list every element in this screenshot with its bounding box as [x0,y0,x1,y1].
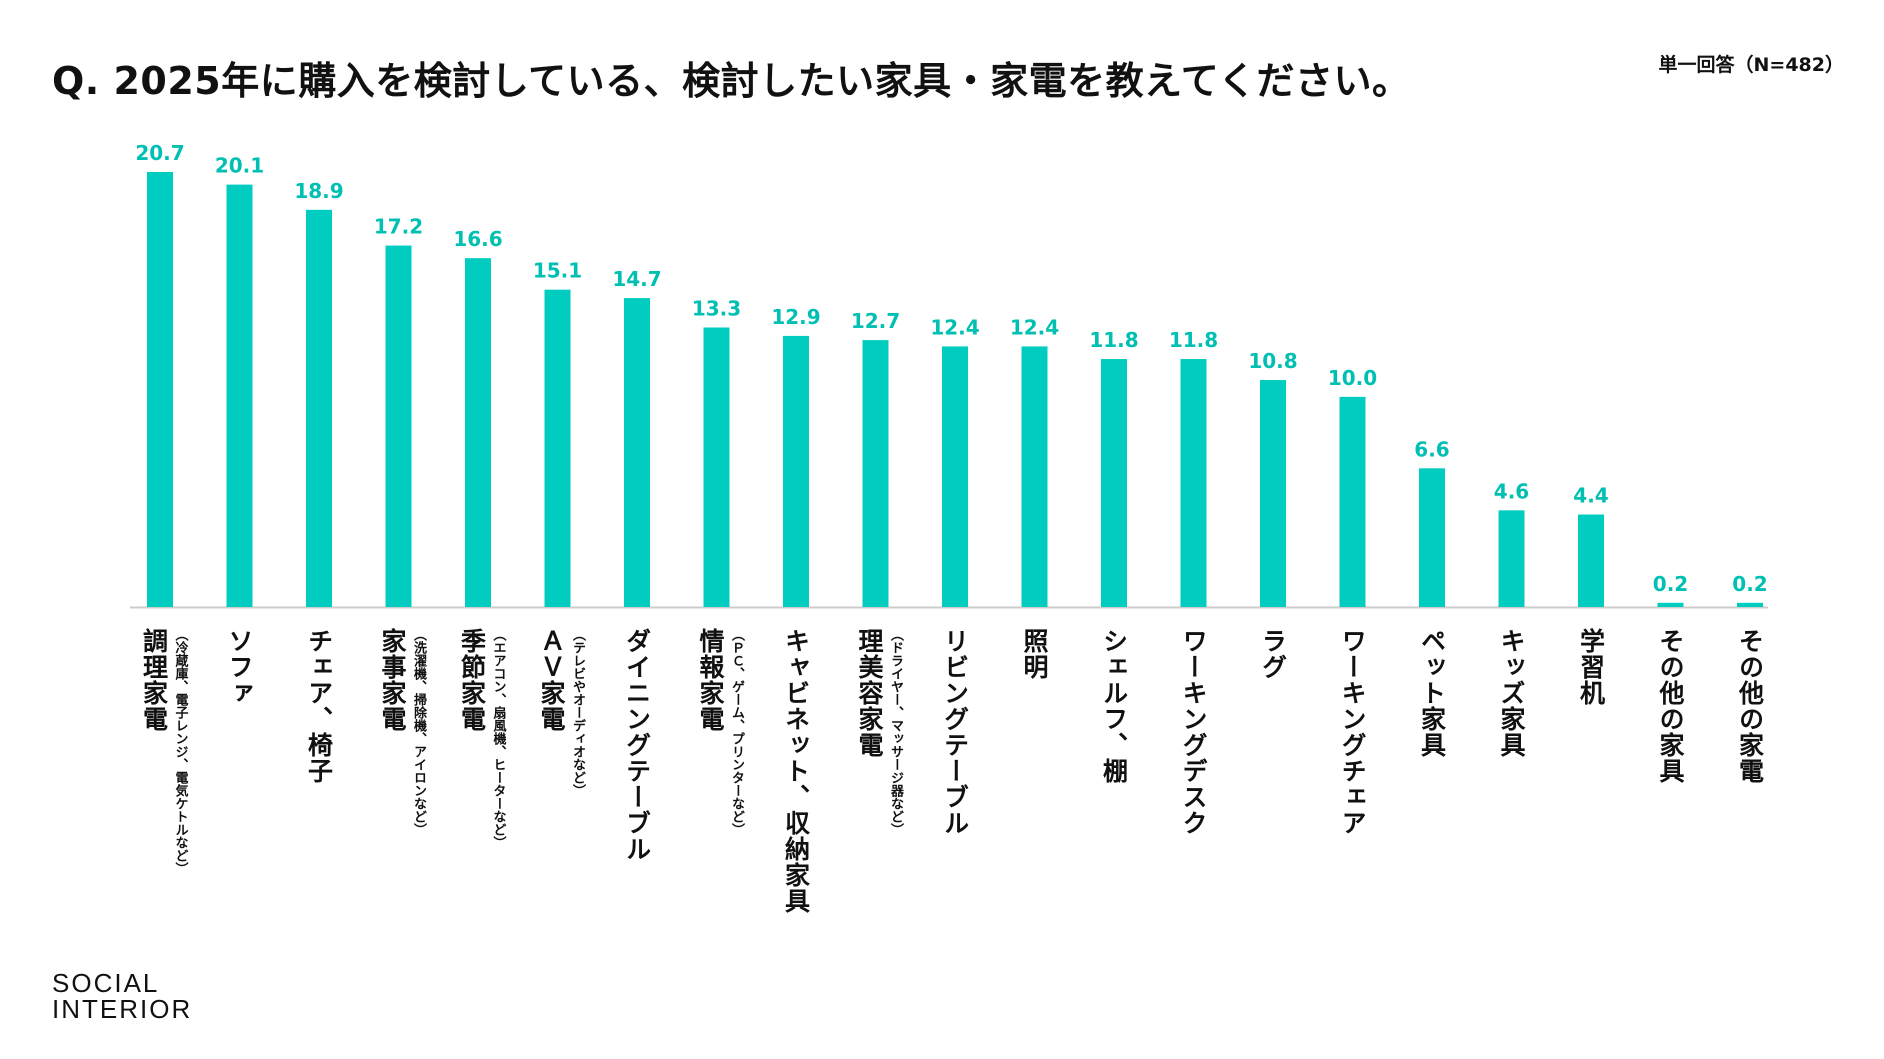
category-label: リビングテーブル [941,628,970,836]
bar [1737,602,1763,607]
logo-line-2: INTERIOR [52,994,193,1024]
category-sublabel: （ドライヤー、マッサージ器など） [888,628,905,836]
bar [1339,396,1366,607]
bar [624,298,650,607]
category-label: ソファ [225,628,254,706]
bar [306,209,332,607]
bar [703,327,730,607]
bar [226,184,253,607]
category-label: チェア、椅子 [305,628,334,784]
value-label: 4.4 [1573,484,1608,508]
social-interior-logo: SOCIAL INTERIOR [52,970,192,1022]
category-label: ダイニングテーブル [623,628,652,862]
value-label: 20.1 [215,154,264,178]
bar [1260,380,1286,607]
value-label: 18.9 [294,179,343,203]
bar [1578,514,1604,607]
value-label: 6.6 [1414,437,1449,461]
category-label: 照明 [1020,628,1049,680]
category-label: その他の家電 [1736,628,1766,784]
value-label: 12.4 [1010,315,1059,339]
category-label: 季節家電 [458,628,487,732]
value-label: 12.9 [771,305,820,329]
category-label: シェルフ、棚 [1100,628,1129,784]
category-label: 学習机 [1577,627,1606,706]
logo-line-1: SOCIAL [52,968,160,998]
value-label: 11.8 [1089,328,1138,352]
value-label: 12.7 [851,309,900,333]
category-label: 調理家電 [140,627,169,732]
category-sublabel: （ＰＣ、ゲーム、プリンターなど） [729,628,746,836]
bar [1657,602,1684,607]
bar [783,335,809,607]
value-label: 11.8 [1169,328,1218,352]
value-label: 17.2 [374,215,423,239]
category-label: ラグ [1259,628,1288,680]
category-label: キャビネット、収納家具 [782,628,811,914]
bar [465,258,491,607]
category-label: ＡＶ家電 [537,628,566,732]
category-label: 情報家電 [696,628,725,732]
sample-note: 単一回答（N=482） [1658,54,1844,76]
bar [147,172,173,607]
category-sublabel: （テレビやオーディオなど） [570,628,587,797]
category-sublabel: （洗濯機、掃除機、アイロンなど） [411,628,428,836]
value-label: 0.2 [1653,572,1688,596]
category-label: その他の家具 [1656,628,1686,784]
chart-title: Q. 2025年に購入を検討している、検討したい家具・家電を教えてください。 [52,59,1411,103]
value-label: 20.7 [135,141,184,165]
bar [862,340,889,607]
bar [1021,346,1048,607]
bar [544,289,571,607]
category-label: ペット家具 [1418,628,1447,758]
bar [385,245,412,607]
category-label: 理美容家電 [855,628,884,758]
bar [1498,510,1525,607]
category-sublabel: （エアコン、扇風機、ヒーターなど） [491,628,508,849]
value-label: 13.3 [692,297,741,321]
value-label: 4.6 [1494,479,1529,503]
bar [942,346,968,607]
category-label: ワーキングデスク [1179,628,1208,836]
value-label: 10.0 [1328,366,1377,390]
value-label: 14.7 [612,267,661,291]
category-label: 家事家電 [378,627,407,732]
value-label: 15.1 [533,259,582,283]
value-label: 10.8 [1248,349,1297,373]
category-label: キッズ家具 [1497,628,1526,758]
category-sublabel: （冷蔵庫、電子レンジ、電気ケトルなど） [173,628,190,875]
value-label: 12.4 [930,315,979,339]
category-label: ワーキングチェア [1338,628,1367,836]
value-label: 16.6 [453,227,502,251]
bar [1180,359,1207,607]
bar [1419,468,1445,607]
bar [1101,359,1127,607]
value-label: 0.2 [1732,572,1767,596]
